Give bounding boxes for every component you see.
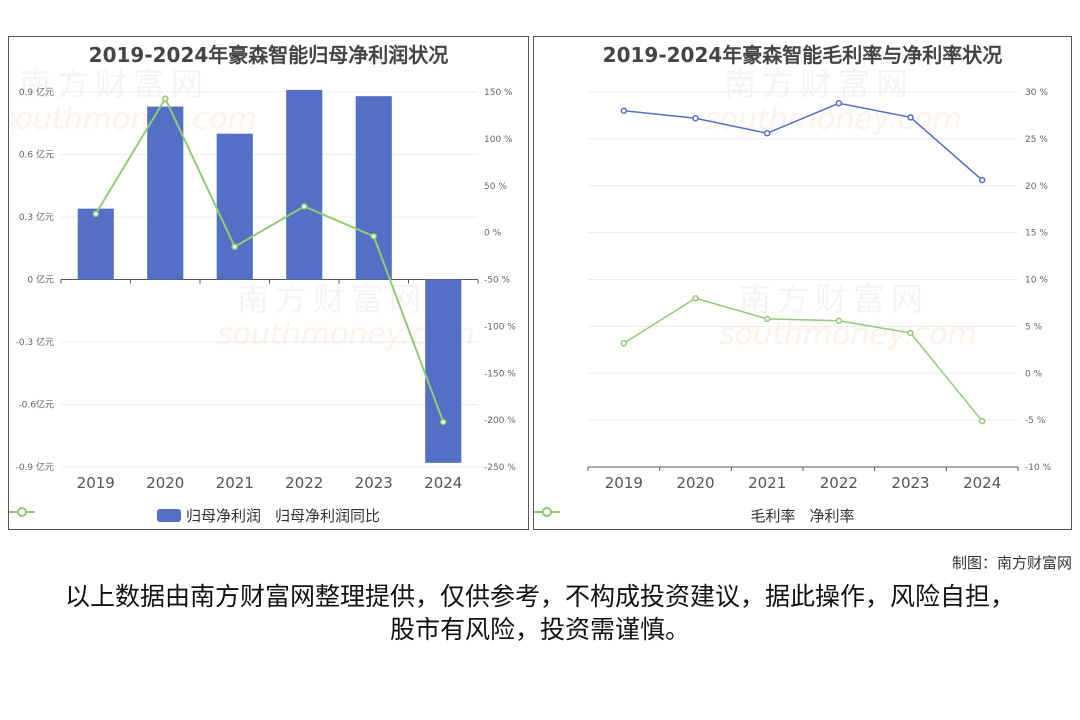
legend-label-net-profit: 归母净利润 <box>185 507 261 525</box>
x-tick-label: 2020 <box>146 474 184 492</box>
x-tick-label: 2021 <box>216 474 254 492</box>
gross-margin-line <box>623 102 983 181</box>
net-margin-point-2021 <box>763 315 771 323</box>
y-right-tick-label: -100 % <box>484 322 516 332</box>
watermark-cn: 南方财富网 <box>724 65 914 103</box>
x-tick-label: 2019 <box>605 474 643 492</box>
chart-credit: 制图：南方财富网 <box>951 554 1072 572</box>
x-tick-label: 2023 <box>355 474 393 492</box>
y-right-tick-label: 20 % <box>1025 182 1048 192</box>
yoy-point-2020 <box>162 95 169 102</box>
margin-chart-title: 2019-2024年豪森智能毛利率与净利率状况 <box>602 43 1003 67</box>
net-margin-point-2020 <box>692 295 699 302</box>
y-right-tick-label: 0 % <box>484 229 502 239</box>
y-right-tick-label: 5 % <box>1025 322 1043 332</box>
bar-2021 <box>216 133 253 280</box>
y-right-tick-label: 15 % <box>1025 229 1048 239</box>
legend-item-net-profit-yoy[interactable]: 归母净利润同比 <box>9 505 381 526</box>
net-profit-legend: 归母净利润 归母净利润同比 <box>9 505 528 526</box>
y-left-tick-label: 0 亿元 <box>27 274 54 286</box>
legend-label-net-margin: 净利率 <box>809 507 855 525</box>
watermark-cn: 南方财富网 <box>19 65 209 103</box>
y-right-tick-label: 10 % <box>1025 276 1048 286</box>
yoy-line <box>94 96 445 423</box>
net-margin-point-2023 <box>907 329 914 337</box>
bar-2024 <box>425 279 462 463</box>
y-right-tick-label: -250 % <box>484 463 516 473</box>
net-margin-point-2022 <box>835 317 843 324</box>
net-profit-chart-title: 2019-2024年豪森智能归母净利润状况 <box>88 43 449 67</box>
y-right-tick-label: -150 % <box>484 369 516 379</box>
bar-2022 <box>286 89 323 280</box>
margin-chart: 南方财富网southmoney.com南方财富网southmoney.com30… <box>587 65 1052 492</box>
x-tick-label: 2020 <box>676 474 714 492</box>
watermark-en: southmoney.com <box>9 102 257 137</box>
legend-label-net-profit-yoy: 归母净利润同比 <box>275 507 381 525</box>
x-tick-label: 2019 <box>77 474 115 492</box>
legend-label-gross-margin: 毛利率 <box>750 507 796 525</box>
y-left-tick-label: -0.6亿元 <box>18 399 54 411</box>
net-profit-chart-panel: 南方财富网 southmoney.com 南方财富网 southmoney.com 0.… <box>8 36 529 530</box>
legend-item-net-profit[interactable]: 归母净利润 <box>156 505 261 526</box>
watermark-cn: 南方财富网 <box>237 280 427 318</box>
bar-2023 <box>355 96 392 280</box>
gross-margin-point-2024 <box>978 176 986 184</box>
gross-margin-point-2020 <box>692 115 699 122</box>
disclaimer-text: 以上数据由南方财富网整理提供，仅供参考，不构成投资建议，据此操作，风险自担，股市… <box>64 582 1015 644</box>
legend-item-gross-margin[interactable]: 毛利率 <box>534 505 796 526</box>
net-margin-point-2024 <box>978 417 986 425</box>
y-right-tick-label: -50 % <box>484 276 511 286</box>
y-right-tick-label: 30 % <box>1025 88 1048 98</box>
gross-margin-point-2022 <box>835 100 843 107</box>
yoy-point-2019 <box>92 210 99 218</box>
legend-swatch-line-icon <box>9 507 35 517</box>
margin-legend: 毛利率 净利率 <box>534 505 1071 526</box>
yoy-point-2021 <box>231 243 238 250</box>
yoy-point-2024 <box>440 418 447 426</box>
x-tick-label: 2024 <box>963 474 1001 492</box>
y-right-tick-label: 100 % <box>484 135 513 145</box>
y-left-tick-label: -0.9 亿元 <box>16 461 54 473</box>
x-tick-label: 2021 <box>748 474 786 492</box>
y-right-tick-label: -5 % <box>1025 416 1046 426</box>
y-right-tick-label: 150 % <box>484 88 513 98</box>
legend-swatch-bar <box>156 509 181 522</box>
y-left-tick-label: 0.9 亿元 <box>19 86 54 98</box>
y-right-tick-label: -10 % <box>1025 463 1052 473</box>
y-right-tick-label: -200 % <box>484 416 516 426</box>
net-margin-point-2019 <box>620 340 628 347</box>
x-tick-label: 2022 <box>285 474 323 492</box>
legend-item-net-margin[interactable]: 净利率 <box>534 505 855 526</box>
yoy-point-2022 <box>301 203 308 210</box>
watermark-en: southmoney.com <box>704 102 962 137</box>
x-tick-label: 2023 <box>891 474 929 492</box>
y-left-tick-label: 0.3 亿元 <box>19 211 54 223</box>
legend-swatch-line-icon <box>534 507 560 517</box>
margin-chart-panel: 南方财富网 southmoney.com 南方财富网 southmoney.com 30… <box>533 36 1072 530</box>
x-tick-label: 2022 <box>820 474 858 492</box>
y-right-tick-label: 50 % <box>484 182 507 192</box>
yoy-point-2023 <box>370 233 377 240</box>
gross-margin-point-2021 <box>763 130 771 137</box>
gross-margin-point-2019 <box>620 107 628 114</box>
y-left-tick-label: -0.3 亿元 <box>16 336 54 348</box>
net-margin-line <box>623 297 983 422</box>
net-profit-chart: 南方财富网southmoney.com南方财富网southmoney.com0.… <box>9 65 516 492</box>
gross-margin-point-2023 <box>907 114 914 121</box>
y-right-tick-label: 0 % <box>1025 369 1043 379</box>
y-right-tick-label: 25 % <box>1025 135 1048 145</box>
y-left-tick-label: 0.6 亿元 <box>19 149 54 161</box>
watermark-cn: 南方财富网 <box>739 280 929 318</box>
bar-2019 <box>77 208 114 280</box>
x-tick-label: 2024 <box>424 474 462 492</box>
bar-2020 <box>147 106 184 280</box>
